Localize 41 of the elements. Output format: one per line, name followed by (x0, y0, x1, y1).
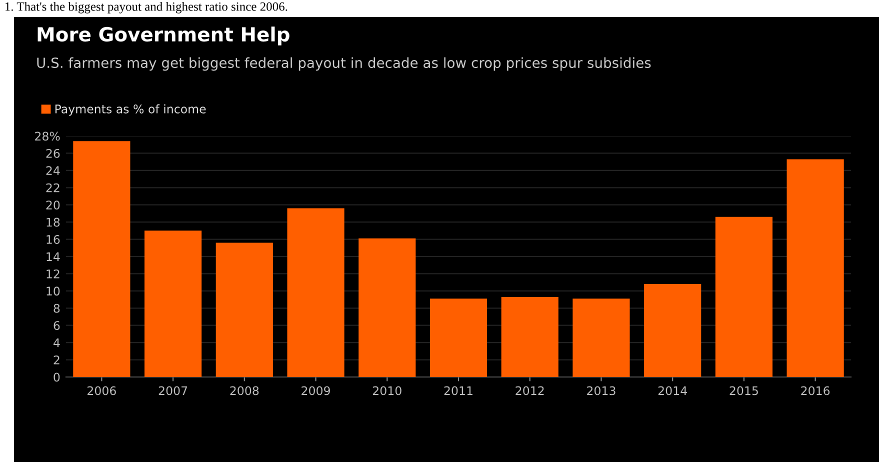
bar (786, 159, 844, 377)
x-tick-label: 2009 (302, 386, 330, 396)
x-tick-label: 2012 (516, 386, 544, 396)
y-tick-label: 26 (46, 148, 60, 158)
y-tick-label: 24 (46, 166, 60, 175)
bar (144, 230, 202, 377)
y-tick-label: 20 (46, 200, 60, 210)
y-tick-label: 0 (54, 372, 60, 382)
x-tick-label: 2016 (801, 386, 830, 396)
bar (358, 238, 416, 377)
x-tick-label: 2014 (658, 386, 687, 396)
y-tick-label: 18 (46, 218, 60, 227)
x-tick-label: 2011 (444, 386, 472, 396)
y-tick-label: 16 (46, 235, 60, 244)
chart-subtitle: U.S. farmers may get biggest federal payout in decade as low crop prices spur subsidies (37, 57, 651, 71)
x-tick-label: 2013 (587, 386, 616, 396)
bar (644, 284, 702, 377)
x-tick-label: 2015 (730, 386, 758, 396)
legend-label: Payments as % of income (55, 104, 206, 116)
chart-title: More Government Help (38, 26, 290, 46)
y-tick-label: 22 (46, 183, 60, 192)
bar (430, 298, 488, 377)
bar (73, 141, 130, 377)
x-tick-label: 2007 (158, 386, 188, 396)
y-tick-label: 12 (46, 269, 60, 278)
bar (287, 208, 344, 377)
x-tick-label: 2006 (88, 386, 116, 396)
y-tick-label: 10 (46, 286, 60, 296)
bar (572, 298, 630, 377)
y-tick-label: 4 (54, 338, 60, 348)
text: 1. That's the biggest payout and highest ratio since 2006. (5, 2, 288, 14)
y-tick-label: 8 (54, 304, 60, 313)
y-tick-label: 28% (35, 132, 60, 141)
bar (715, 216, 772, 377)
x-tick-label: 2010 (372, 386, 402, 396)
bar (501, 296, 558, 377)
bar (216, 242, 273, 377)
y-tick-label: 14 (46, 252, 60, 261)
y-tick-label: 2 (54, 356, 60, 364)
y-tick-label: 6 (54, 321, 60, 330)
x-tick-label: 2008 (230, 386, 259, 396)
